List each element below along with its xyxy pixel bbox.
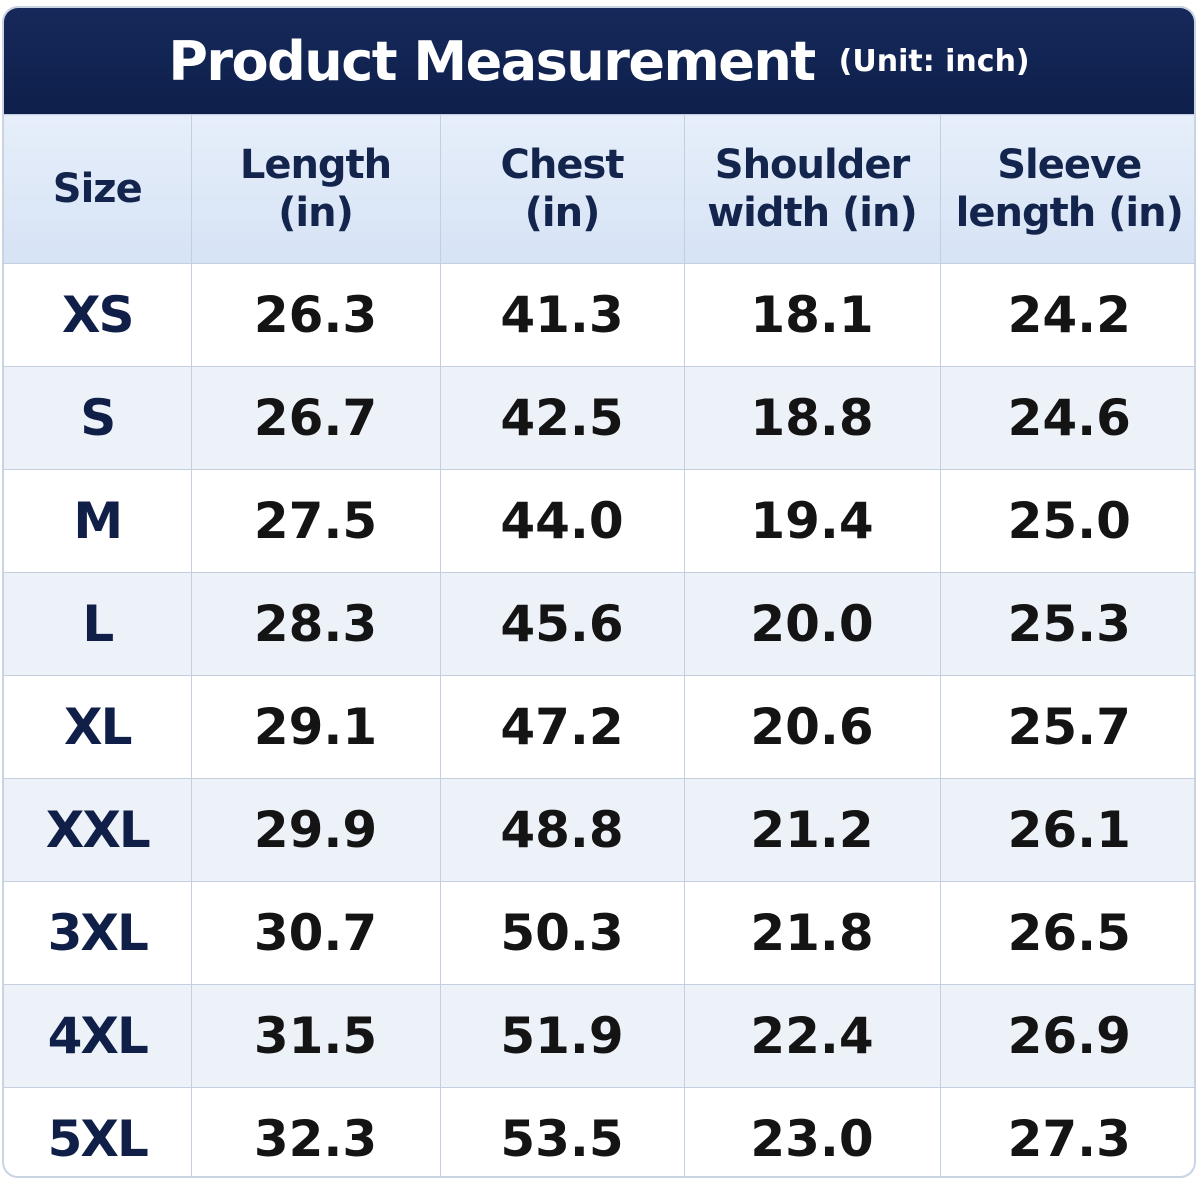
measurement-cell: 51.9 [439, 984, 685, 1088]
table-row: 4XL 31.5 51.9 22.4 26.9 [4, 984, 1194, 1088]
measurement-cell: 41.3 [439, 263, 685, 367]
size-cell: 4XL [4, 984, 192, 1088]
measurement-table: Size Length (in) Chest (in) Shoulder width … [4, 114, 1194, 1176]
measurement-cell: 21.8 [683, 881, 941, 985]
measurement-cell: 22.4 [683, 984, 941, 1088]
measurement-cell: 42.5 [439, 366, 685, 470]
column-header: Size [4, 114, 192, 264]
measurement-cell: 28.3 [190, 572, 441, 676]
measurement-cell: 24.6 [939, 366, 1194, 470]
measurement-cell: 27.3 [939, 1087, 1194, 1176]
table-body: XS 26.3 41.3 18.1 24.2 S 26.7 42.5 18.8 24.6 M 27.5… [4, 263, 1194, 1176]
measurement-cell: 29.1 [190, 675, 441, 779]
column-header-text: Chest (in) [500, 142, 625, 236]
measurement-cell: 25.0 [939, 469, 1194, 573]
title: Product Measurement [168, 29, 816, 93]
measurement-cell: 20.6 [683, 675, 941, 779]
measurement-cell: 50.3 [439, 881, 685, 985]
column-header-text: Shoulder width (in) [707, 142, 918, 236]
table-row: XS 26.3 41.3 18.1 24.2 [4, 263, 1194, 367]
column-header-text: Size [52, 166, 143, 212]
measurement-cell: 26.1 [939, 778, 1194, 882]
column-header: Length (in) [190, 114, 441, 264]
measurement-cell: 18.8 [683, 366, 941, 470]
measurement-cell: 31.5 [190, 984, 441, 1088]
measurement-cell: 26.7 [190, 366, 441, 470]
size-cell: XXL [4, 778, 192, 882]
table-row: XXL 29.9 48.8 21.2 26.1 [4, 778, 1194, 882]
measurement-cell: 23.0 [683, 1087, 941, 1176]
measurement-cell: 25.7 [939, 675, 1194, 779]
size-cell: M [4, 469, 192, 573]
size-cell: XS [4, 263, 192, 367]
measurement-cell: 32.3 [190, 1087, 441, 1176]
measurement-cell: 20.0 [683, 572, 941, 676]
measurement-cell: 47.2 [439, 675, 685, 779]
table-row: L 28.3 45.6 20.0 25.3 [4, 572, 1194, 676]
column-header-text: Length (in) [239, 142, 392, 236]
measurement-cell: 26.9 [939, 984, 1194, 1088]
table-row: S 26.7 42.5 18.8 24.6 [4, 366, 1194, 470]
table-row: XL 29.1 47.2 20.6 25.7 [4, 675, 1194, 779]
size-chart: Product Measurement (Unit: inch) Size Len… [2, 6, 1196, 1178]
measurement-cell: 45.6 [439, 572, 685, 676]
measurement-cell: 25.3 [939, 572, 1194, 676]
table-row: 3XL 30.7 50.3 21.8 26.5 [4, 881, 1194, 985]
measurement-cell: 27.5 [190, 469, 441, 573]
table-row: M 27.5 44.0 19.4 25.0 [4, 469, 1194, 573]
measurement-cell: 26.3 [190, 263, 441, 367]
measurement-cell: 30.7 [190, 881, 441, 985]
column-header: Sleeve length (in) [939, 114, 1194, 264]
column-header-text: Sleeve length (in) [955, 142, 1184, 236]
measurement-cell: 26.5 [939, 881, 1194, 985]
measurement-cell: 44.0 [439, 469, 685, 573]
column-header: Chest (in) [439, 114, 685, 264]
column-header: Shoulder width (in) [683, 114, 941, 264]
title-bar: Product Measurement (Unit: inch) [4, 8, 1194, 114]
size-cell: XL [4, 675, 192, 779]
size-cell: 3XL [4, 881, 192, 985]
measurement-cell: 48.8 [439, 778, 685, 882]
measurement-cell: 21.2 [683, 778, 941, 882]
measurement-cell: 18.1 [683, 263, 941, 367]
size-cell: 5XL [4, 1087, 192, 1176]
size-cell: S [4, 366, 192, 470]
measurement-cell: 29.9 [190, 778, 441, 882]
table-row: 5XL 32.3 53.5 23.0 27.3 [4, 1087, 1194, 1176]
measurement-cell: 24.2 [939, 263, 1194, 367]
header-row: Size Length (in) Chest (in) Shoulder width … [4, 114, 1194, 264]
measurement-cell: 19.4 [683, 469, 941, 573]
size-cell: L [4, 572, 192, 676]
measurement-cell: 53.5 [439, 1087, 685, 1176]
unit-note: (Unit: inch) [838, 43, 1030, 79]
